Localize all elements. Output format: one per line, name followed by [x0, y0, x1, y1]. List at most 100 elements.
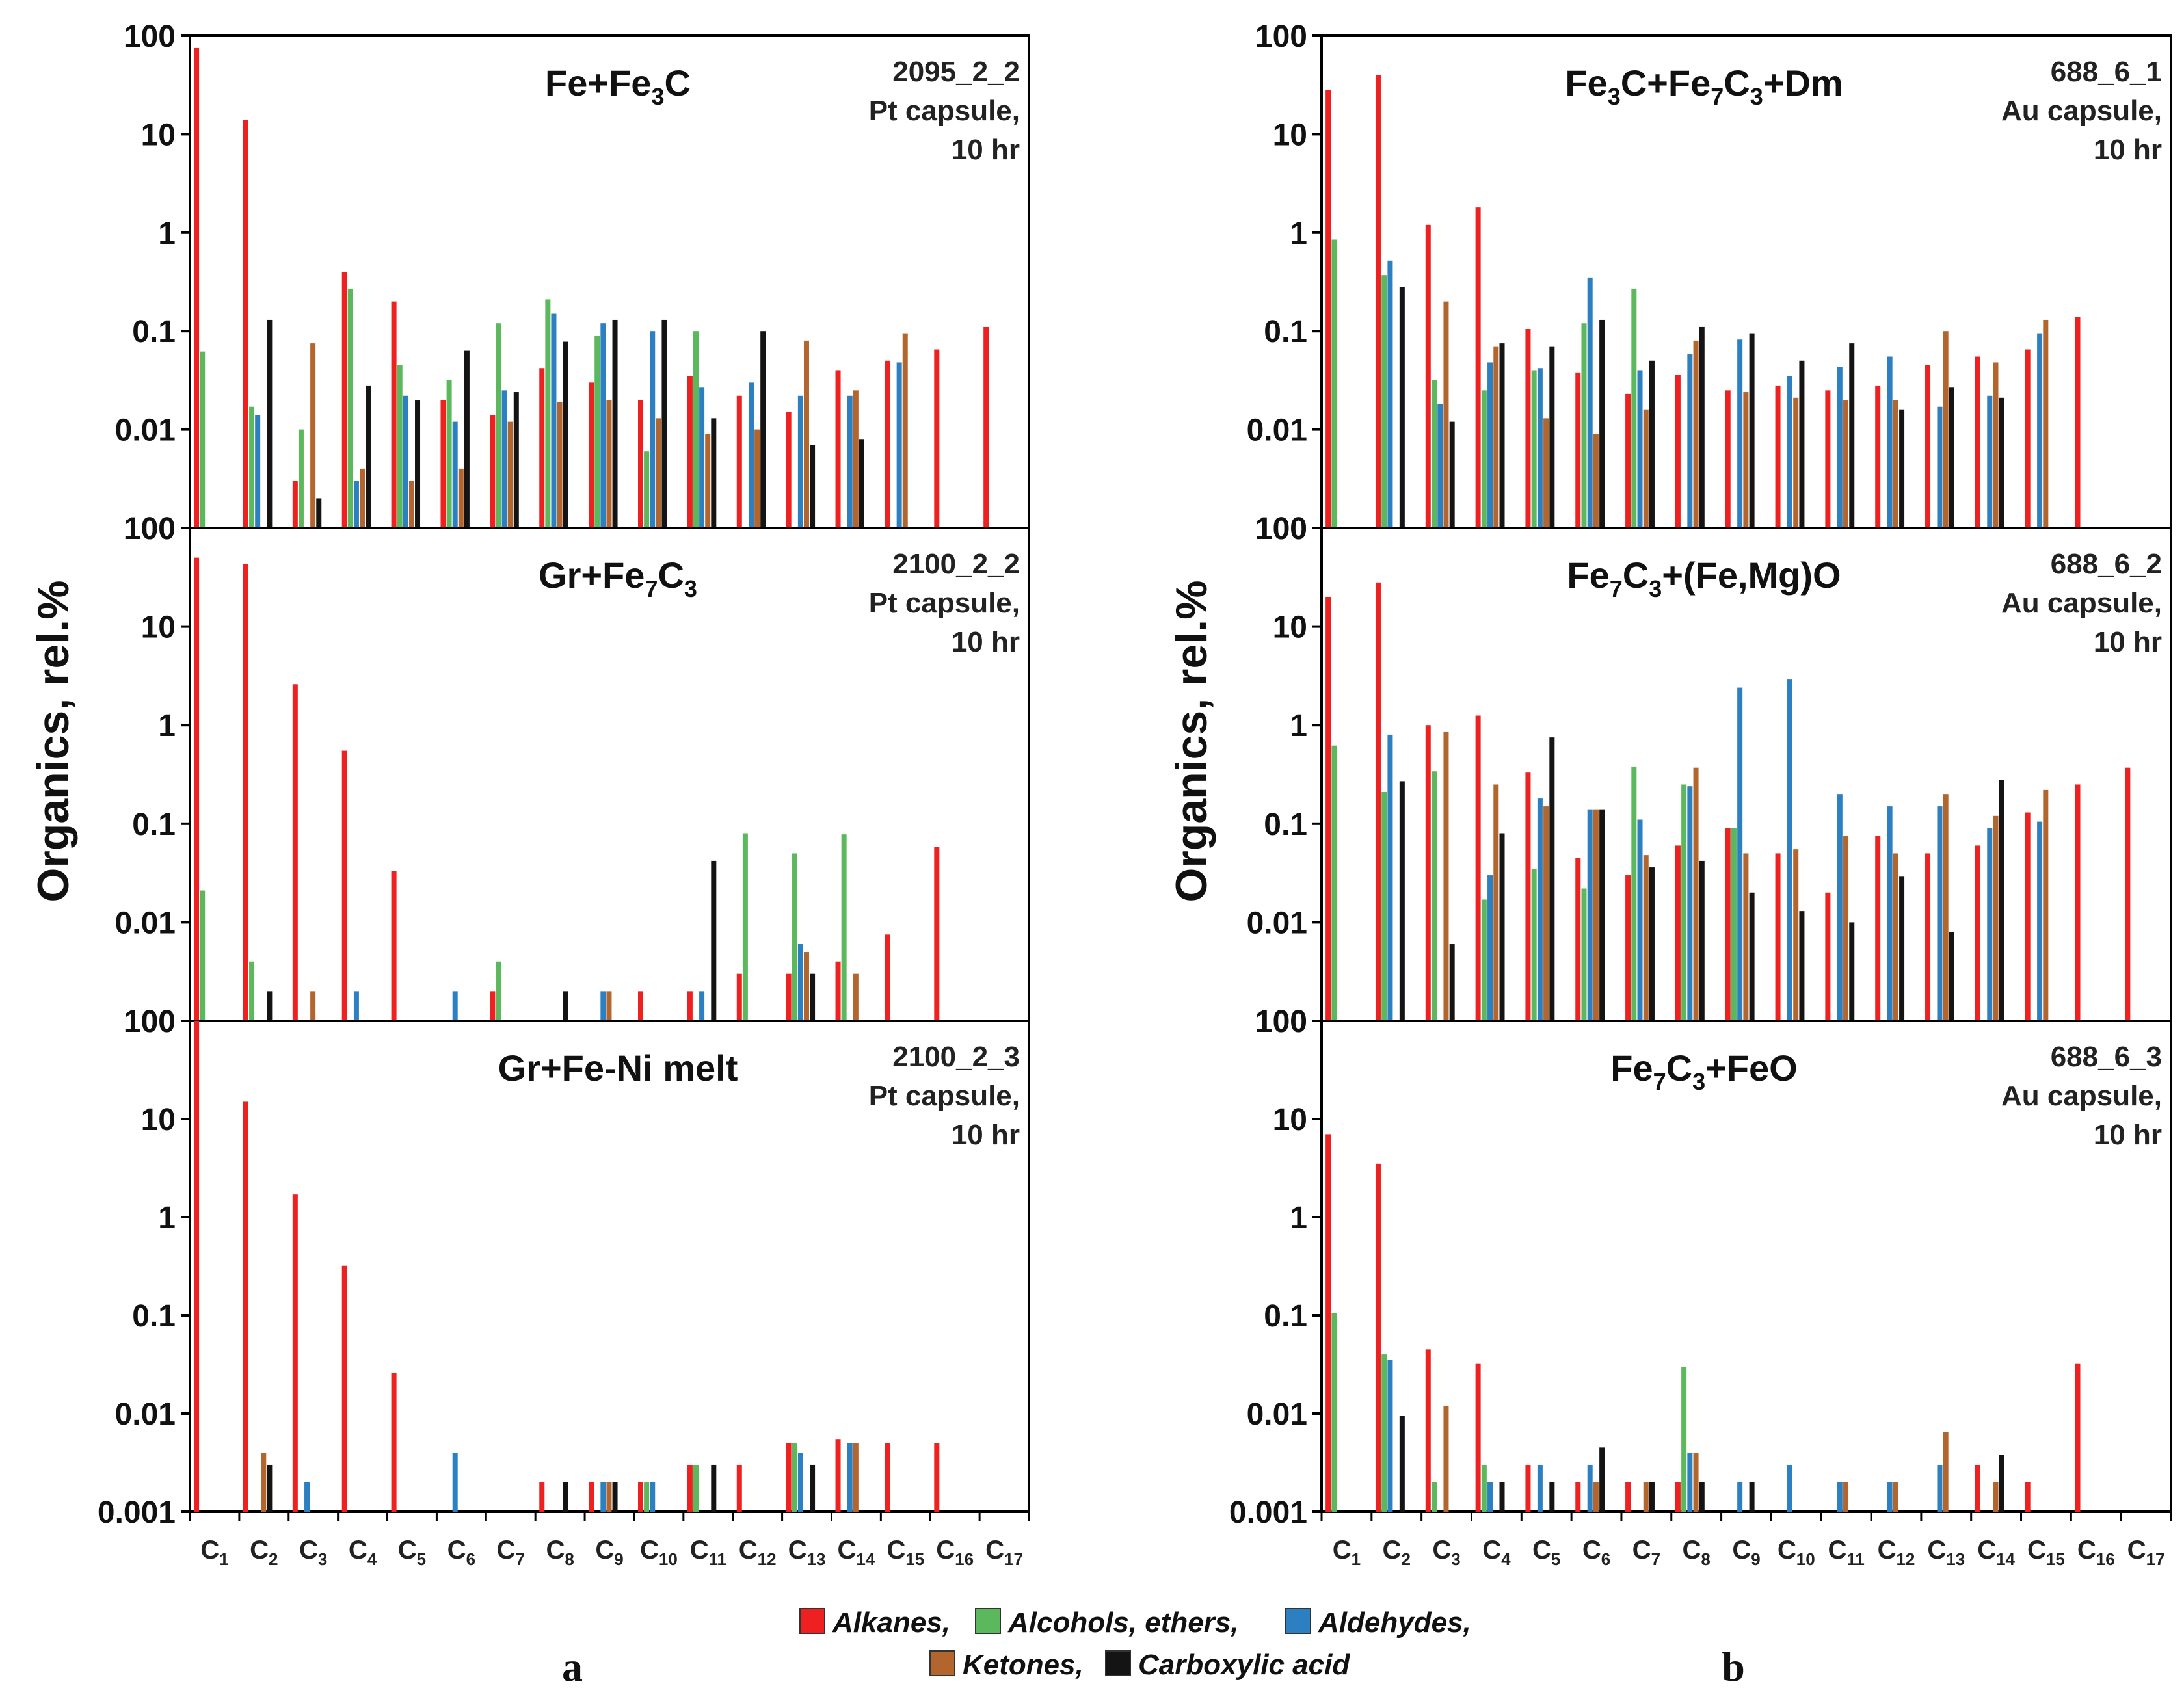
bar-aldehydes-c14 [1987, 395, 1993, 528]
bar-alcohols-ethers-c13 [792, 1443, 797, 1512]
bar-alkanes-c10 [638, 991, 644, 1021]
x-tick-label: C5 [1532, 1536, 1560, 1569]
series-aldehydes [255, 313, 902, 528]
x-tick-label: C15 [2027, 1536, 2065, 1569]
bar-ketones-c11 [1843, 836, 1849, 1021]
panel-a1: 100 10 1 0.1 0.01 100 Fe+Fe3C 2095_2_2 Pt capsul… [115, 20, 1030, 546]
bar-alkanes-c5 [391, 301, 397, 528]
bar-aldehydes-c5 [1537, 1464, 1543, 1512]
series-carboxylic-acid [1399, 1416, 2004, 1512]
bar-ketones-c3 [1443, 731, 1449, 1021]
legend-label: Aldehydes, [1318, 1607, 1471, 1639]
series-alcohols-ethers [644, 1443, 797, 1512]
bar-carboxylic-acid-c9 [612, 319, 618, 528]
panel-b3: 100 10 1 0.1 0.01 0.001 C1 C2 C3 C4 C5 C6 C7 C8 C9 C10 C… [1229, 1005, 2172, 1569]
x-tick-label: C9 [595, 1536, 623, 1569]
panel-info-line: 10 hr [952, 134, 1020, 166]
bar-alkanes-c15 [2025, 349, 2031, 528]
bar-aldehydes-c7 [1637, 370, 1643, 528]
bar-aldehydes-c6 [452, 991, 458, 1021]
legend-item-alkanes: Alkanes, [799, 1607, 950, 1639]
x-tick-label: C14 [838, 1536, 875, 1569]
bar-alkanes-c6 [1575, 1482, 1581, 1512]
y-tick-label: 10 [1273, 611, 1307, 645]
bar-alkanes-c16 [934, 847, 940, 1021]
bar-alkanes-c3 [292, 481, 298, 528]
x-tick-label: C12 [1878, 1536, 1915, 1569]
x-tick-label: C11 [1828, 1536, 1864, 1569]
series-ketones [261, 1443, 859, 1512]
panel-a3: 100 10 1 0.1 0.01 0.001 C1 C2 C3 C4 C5 C6 C7 C8 C9 C10 C… [98, 1005, 1030, 1569]
bar-aldehydes-c7 [501, 390, 507, 528]
series-ketones [310, 952, 859, 1021]
y-tick-label: 100 [1255, 512, 1307, 546]
bar-ketones-c13 [803, 340, 809, 528]
y-tick-label: 10 [141, 611, 176, 645]
panel-info-line: Au capsule, [2001, 95, 2162, 127]
series-aldehydes [353, 944, 803, 1021]
bar-aldehydes-c6 [1587, 809, 1593, 1021]
legend-label: Ketones, [963, 1649, 1084, 1681]
bar-alkanes-c13 [1925, 365, 1931, 528]
legend-swatch [1285, 1608, 1311, 1634]
panel-title: Fe3C+Fe7C3+Dm [1565, 62, 1843, 110]
y-tick-label: 100 [124, 512, 176, 546]
x-tick-label: C12 [739, 1536, 777, 1569]
legend-swatch [929, 1650, 955, 1676]
y-tick-label: 100 [124, 512, 176, 546]
bar-carboxylic-acid-c2 [1399, 781, 1405, 1021]
bar-carboxylic-acid-c9 [612, 1482, 618, 1512]
bar-alcohols-ethers-c6 [446, 380, 452, 528]
y-tick-label: 0.01 [115, 414, 176, 448]
y-tick-label: 10 [141, 118, 176, 152]
bar-carboxylic-acid-c13 [810, 973, 816, 1021]
panel-info-line: 2095_2_2 [892, 56, 1020, 88]
y-tick-label: 1 [158, 217, 176, 251]
bar-ketones-c7 [507, 421, 513, 528]
y-tick-label: 0.01 [115, 906, 176, 940]
panel-info-line: Pt capsule, [869, 1080, 1020, 1112]
bar-ketones-c5 [408, 481, 414, 528]
bar-alcohols-ethers-c4 [1481, 899, 1487, 1021]
bar-ketones-c6 [1593, 1482, 1599, 1512]
bar-alkanes-c1 [194, 557, 200, 1021]
series-carboxylic-acid [267, 1464, 816, 1512]
bar-aldehydes-c6 [1587, 277, 1593, 528]
bar-carboxylic-acid-c13 [1949, 387, 1954, 528]
legend: Alkanes, Alcohols, ethers, Aldehydes, Keton… [799, 1607, 1471, 1681]
series-carboxylic-acid [1399, 287, 2004, 528]
x-tick-label: C9 [1732, 1536, 1760, 1569]
legend-label: Alcohols, ethers, [1007, 1607, 1239, 1639]
bar-carboxylic-acid-c4 [1499, 833, 1505, 1021]
bar-aldehydes-c3 [1437, 404, 1443, 528]
bar-carboxylic-acid-c7 [1649, 360, 1655, 528]
bar-ketones-c10 [656, 418, 661, 528]
bar-alcohols-ethers-c8 [1681, 784, 1687, 1021]
x-tick-label: C13 [1927, 1536, 1965, 1569]
y-tick-label: 0.001 [98, 1495, 176, 1530]
bar-alkanes-c12 [736, 1464, 742, 1512]
bar-carboxylic-acid-c5 [1549, 346, 1555, 528]
x-tick-label: C7 [1632, 1536, 1660, 1569]
bar-carboxylic-acid-c6 [464, 350, 470, 528]
bar-ketones-c9 [606, 991, 612, 1021]
bar-alkanes-c2 [243, 120, 248, 528]
bar-aldehydes-c5 [1537, 368, 1543, 528]
series-ketones [310, 333, 908, 528]
bar-alkanes-c3 [1425, 224, 1431, 528]
bar-alkanes-c6 [440, 400, 446, 528]
bar-ketones-c14 [853, 390, 859, 528]
bar-alcohols-ethers-c7 [1631, 288, 1637, 528]
bar-aldehydes-c10 [1787, 679, 1792, 1021]
bar-ketones-c4 [1493, 346, 1499, 528]
bar-alkanes-c12 [736, 395, 742, 528]
bar-alkanes-c9 [589, 1482, 594, 1512]
bar-aldehydes-c2 [255, 415, 261, 528]
bar-ketones-c3 [1443, 301, 1449, 528]
x-tick-label: C1 [200, 1536, 228, 1569]
x-tick-label: C17 [2127, 1536, 2165, 1569]
panel-info-line: Au capsule, [2001, 1080, 2162, 1112]
bar-ketones-c6 [1593, 809, 1599, 1021]
bar-alkanes-c7 [490, 991, 496, 1021]
y-tick-label: 1 [1290, 217, 1307, 251]
